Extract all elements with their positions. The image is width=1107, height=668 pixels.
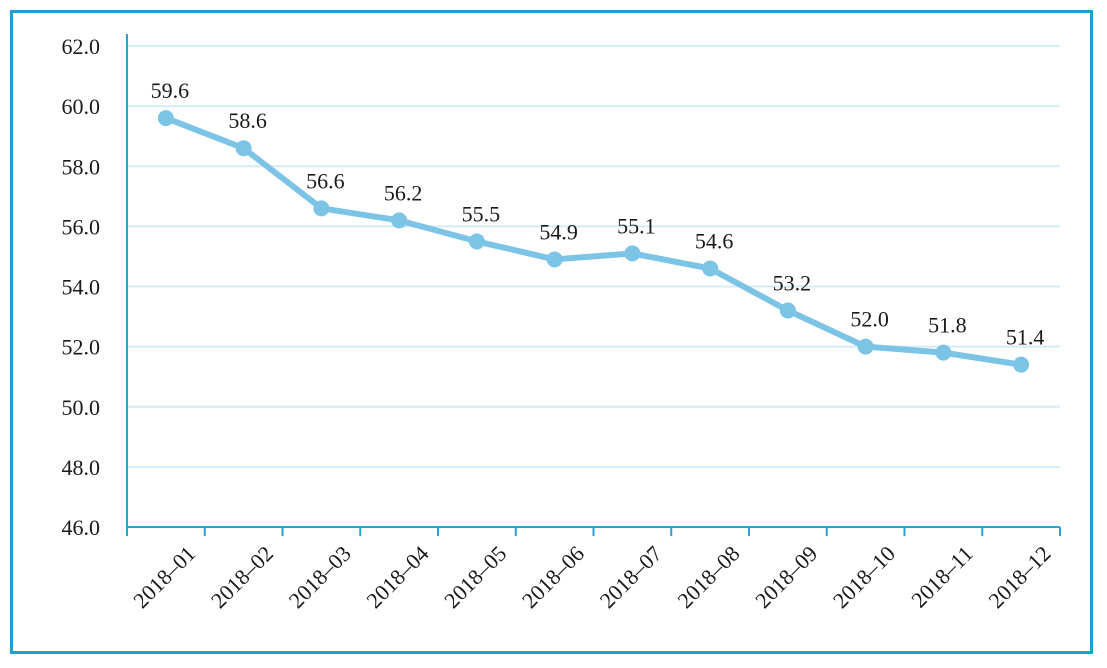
data-label: 55.5: [462, 201, 501, 226]
data-point: [235, 140, 252, 157]
x-tick-label: 2018–10: [828, 541, 900, 613]
x-tick-label: 2018–11: [906, 541, 978, 613]
gridlines: [127, 45, 1060, 468]
data-label: 54.9: [539, 219, 578, 244]
y-tick-label: 56.0: [62, 214, 101, 239]
x-tick-label: 2018–02: [206, 541, 278, 613]
data-label: 59.6: [151, 78, 190, 103]
data-point: [391, 212, 408, 229]
data-label: 58.6: [228, 108, 267, 133]
data-point: [546, 251, 563, 268]
data-label: 56.6: [306, 168, 345, 193]
chart-frame: [10, 10, 1093, 654]
data-markers: [157, 110, 1030, 373]
x-tick-label: 2018–08: [672, 541, 744, 613]
x-tick-label: 2018–05: [439, 541, 511, 613]
data-label: 55.1: [617, 213, 656, 238]
data-point: [157, 110, 174, 127]
y-tick-label: 62.0: [62, 34, 101, 59]
x-tick-label: 2018–12: [983, 541, 1055, 613]
data-point: [468, 233, 485, 250]
x-tick-label: 2018–07: [595, 541, 667, 613]
x-tick-labels: 2018–01 2018–02 2018–03 2018–04 2018–05 2018–…: [128, 541, 1055, 613]
series-line: [162, 115, 1025, 368]
axes: [126, 34, 1061, 536]
series-line-layer: [162, 115, 1025, 368]
data-point: [779, 302, 796, 319]
x-tick-label: 2018–03: [284, 541, 356, 613]
y-tick-label: 52.0: [62, 335, 101, 360]
y-tick-label: 58.0: [62, 154, 101, 179]
data-label: 52.0: [850, 307, 889, 332]
data-label: 54.6: [695, 228, 734, 253]
x-tick-label: 2018–09: [750, 541, 822, 613]
y-tick-label: 54.0: [62, 275, 101, 300]
y-tick-label: 46.0: [62, 515, 101, 540]
x-tick-label: 2018–06: [517, 541, 589, 613]
data-point: [313, 200, 330, 217]
x-tick-label: 2018–04: [361, 541, 433, 613]
data-label: 53.2: [773, 271, 812, 296]
y-tick-label: 48.0: [62, 455, 101, 480]
data-label: 56.2: [384, 180, 423, 205]
data-label: 51.8: [928, 313, 967, 338]
y-tick-label: 60.0: [62, 94, 101, 119]
data-point: [935, 344, 952, 361]
y-tick-label: 50.0: [62, 395, 101, 420]
data-point: [624, 245, 641, 262]
y-tick-labels: 46.0 48.0 50.0 52.0 54.0 56.0 58.0 60.0 62.0: [62, 34, 101, 540]
data-point: [857, 338, 874, 355]
data-point: [1013, 356, 1030, 373]
x-tick-label: 2018–01: [128, 541, 200, 613]
data-point: [702, 260, 719, 277]
data-labels: 59.6 58.6 56.6 56.2 55.5 54.9 55.1 54.6 53.2 52.0…: [151, 78, 1045, 350]
data-label: 51.4: [1006, 325, 1045, 350]
